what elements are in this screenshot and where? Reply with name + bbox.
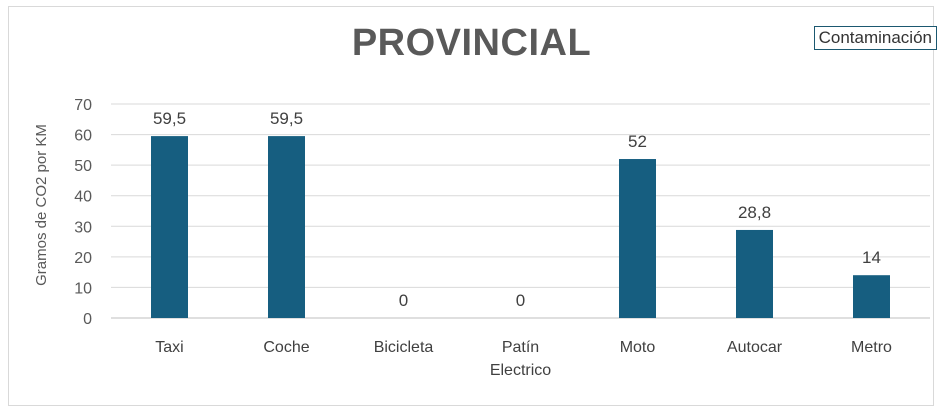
bars [151, 136, 890, 318]
category-label: Coche [263, 339, 309, 356]
data-label: 0 [399, 291, 408, 310]
data-label: 0 [516, 291, 525, 310]
y-tick-label: 50 [74, 158, 92, 175]
data-label: 59,5 [153, 109, 186, 128]
data-label: 59,5 [270, 109, 303, 128]
y-tick-label: 10 [74, 280, 92, 297]
bar[interactable] [619, 159, 656, 318]
chart-title: PROVINCIAL [351, 22, 592, 64]
bar[interactable] [736, 229, 773, 318]
data-label: 52 [628, 132, 647, 151]
y-tick-label: 0 [83, 311, 92, 328]
y-tick-label: 60 [74, 128, 92, 145]
y-axis-ticks: 0 10 20 30 40 50 60 70 [74, 97, 92, 328]
data-label: 28,8 [738, 203, 771, 222]
contaminacion-tag[interactable]: Contaminación [813, 26, 937, 50]
y-tick-label: 30 [74, 219, 92, 236]
category-label: Patín [502, 339, 539, 356]
bar[interactable] [268, 136, 305, 318]
y-tick-label: 40 [74, 189, 92, 206]
data-labels: 59,5 59,5 0 0 52 28,8 14 [153, 109, 881, 310]
y-tick-label: 70 [74, 97, 92, 114]
category-label: Moto [620, 339, 656, 356]
category-label: Metro [851, 339, 892, 356]
y-axis-label: Gramos de CO2 por KM [33, 124, 50, 286]
category-label: Autocar [727, 339, 783, 356]
category-label: Bicicleta [374, 339, 434, 356]
category-label: Taxi [155, 339, 183, 356]
category-label: Electrico [490, 362, 551, 379]
category-labels: Taxi Coche Bicicleta Patín Electrico Moto Auto… [155, 339, 892, 379]
bar[interactable] [151, 136, 188, 318]
gridlines [111, 103, 930, 319]
y-tick-label: 20 [74, 250, 92, 267]
data-label: 14 [862, 248, 881, 267]
bar[interactable] [853, 275, 890, 318]
